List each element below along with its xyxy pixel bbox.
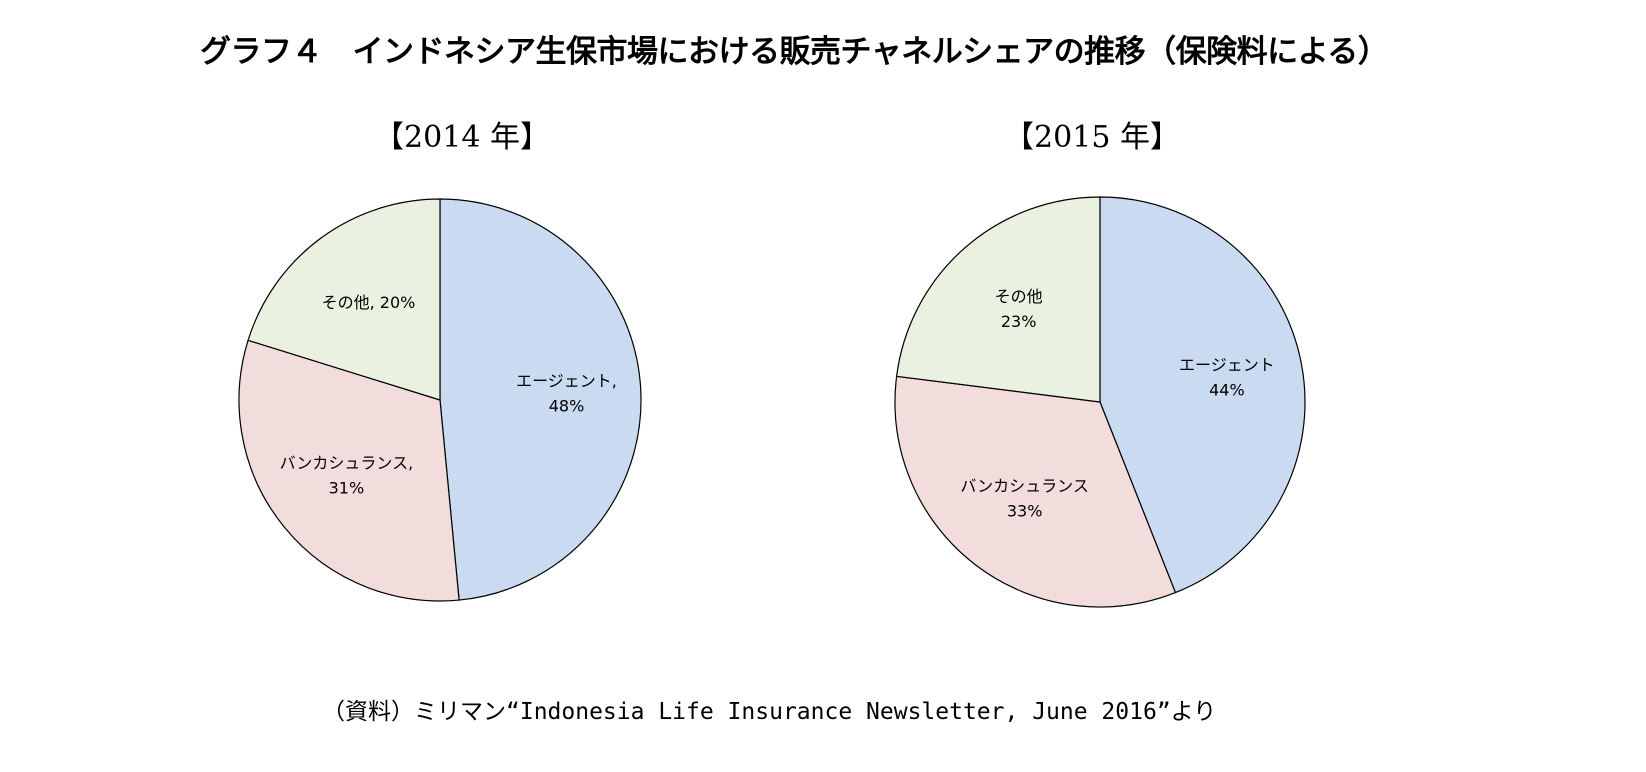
slice-label-agent: エージェント, 48% bbox=[516, 371, 617, 415]
pie-slice-bancassurance bbox=[238, 339, 460, 602]
page-title: グラフ４ インドネシア生保市場における販売チャネルシェアの推移（保険料による） bbox=[200, 34, 1389, 70]
pie-chart-2014: エージェント, 48% バンカシュランス, 31% その他, 20% bbox=[238, 198, 642, 602]
slice-label-line: バンカシュランス bbox=[960, 477, 1088, 496]
slice-label-line: エージェント, bbox=[516, 371, 617, 390]
chart-title-2014: 【2014 年】 bbox=[374, 120, 550, 155]
slice-label-line: その他 bbox=[995, 287, 1043, 306]
slice-label-line: 44% bbox=[1209, 380, 1245, 399]
slice-label-agent: エージェント 44% bbox=[1179, 355, 1275, 399]
slice-label-line: その他, 20% bbox=[322, 293, 416, 312]
slice-label-line: 23% bbox=[1001, 312, 1037, 331]
pie-slice-agent bbox=[439, 198, 642, 601]
pie-slice-other bbox=[895, 196, 1101, 403]
slice-label-line: 48% bbox=[549, 396, 585, 415]
pie-slice-agent bbox=[1099, 196, 1306, 594]
pie-slice-bancassurance bbox=[894, 375, 1177, 608]
slice-label-line: 31% bbox=[329, 479, 365, 498]
slice-label-line: 33% bbox=[1007, 502, 1043, 521]
chart-title-2015: 【2015 年】 bbox=[1004, 120, 1180, 155]
pie-chart-2015: エージェント 44% バンカシュランス 33% その他 23% bbox=[894, 196, 1306, 608]
slice-label-line: エージェント bbox=[1179, 355, 1275, 374]
slice-label-bancassurance: バンカシュランス, 31% bbox=[280, 454, 414, 498]
slice-label-bancassurance: バンカシュランス 33% bbox=[960, 477, 1088, 521]
slice-label-line: バンカシュランス, bbox=[280, 454, 414, 473]
source-note: （資料）ミリマン“Indonesia Life Insurance Newsle… bbox=[322, 699, 1217, 725]
slice-label-other: その他, 20% bbox=[322, 293, 416, 312]
pie-slice-other bbox=[247, 198, 441, 401]
slice-label-other: その他 23% bbox=[995, 287, 1043, 331]
